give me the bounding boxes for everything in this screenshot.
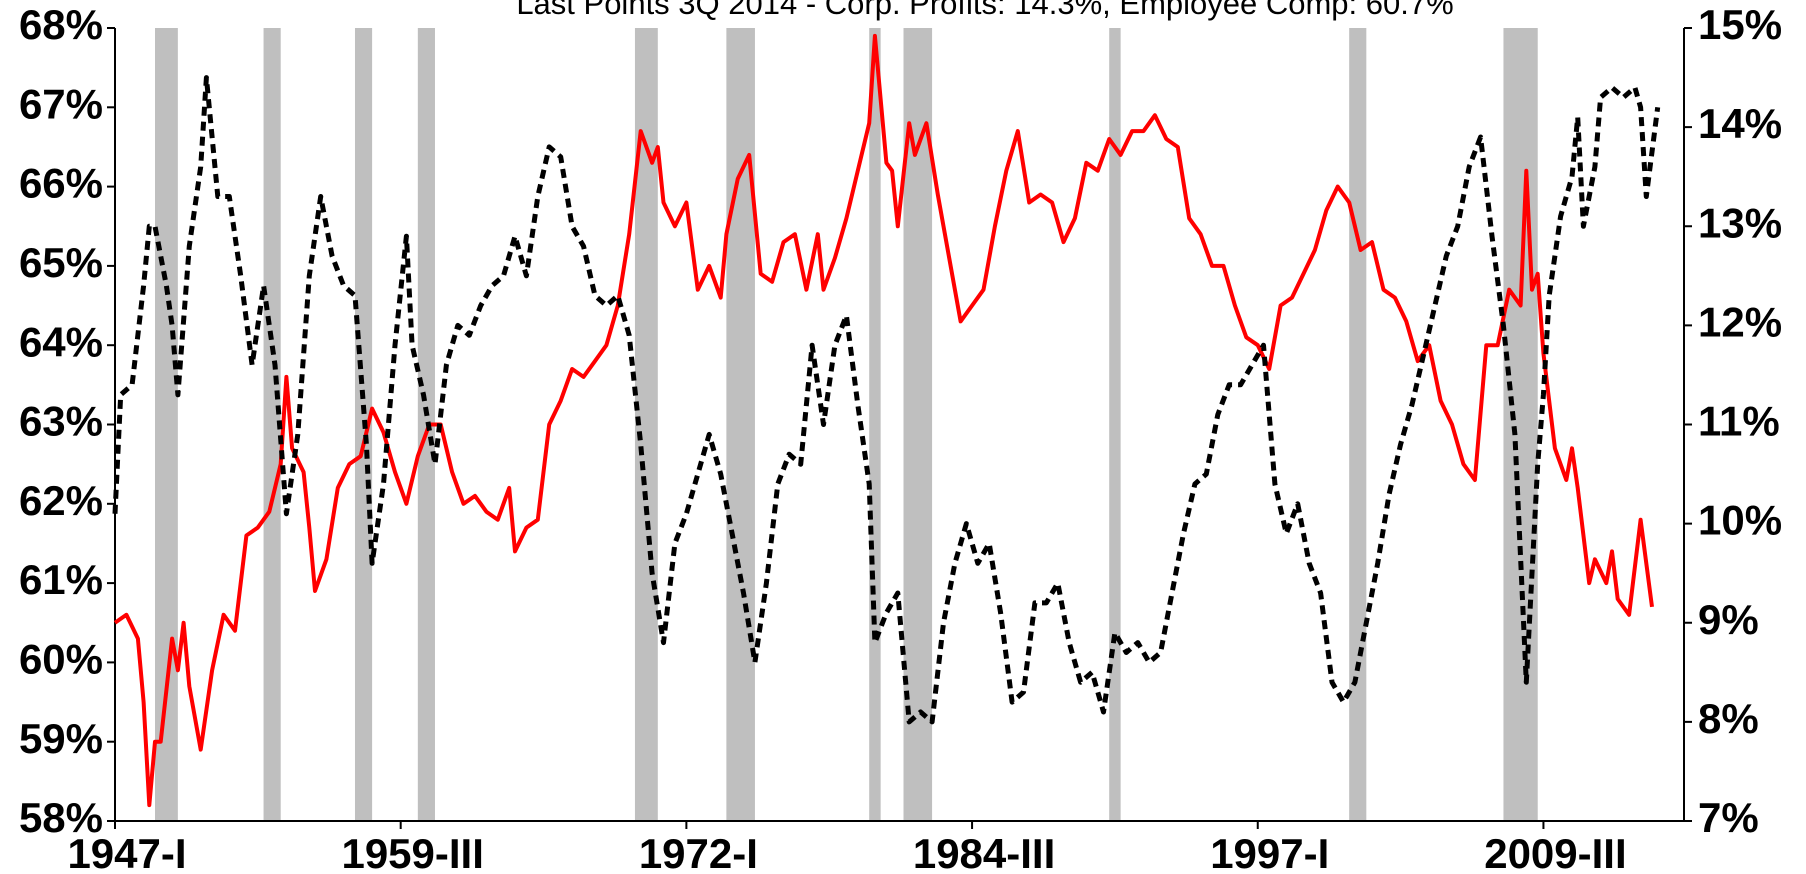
y-tick-label: 67%: [19, 80, 103, 127]
y-tick-label: 63%: [19, 398, 103, 445]
y2-tick-label: 7%: [1698, 794, 1759, 841]
recession-band: [869, 28, 881, 821]
x-tick-label: 1972-I: [639, 830, 758, 874]
recession-band: [903, 28, 933, 821]
y-tick-label: 58%: [19, 794, 103, 841]
y-tick-label: 65%: [19, 239, 103, 286]
y-tick-label: 66%: [19, 160, 103, 207]
y2-tick-label: 15%: [1698, 1, 1782, 48]
recession-band: [1349, 28, 1367, 821]
chart-title: Last Points 3Q 2014 - Corp. Profits: 14.…: [516, 0, 1453, 21]
recession-band: [634, 28, 658, 821]
y2-tick-label: 9%: [1698, 596, 1759, 643]
x-tick-label: 1947-I: [67, 830, 186, 874]
x-tick-label: 1959-III: [341, 830, 483, 874]
y2-tick-label: 13%: [1698, 199, 1782, 246]
y2-tick-label: 10%: [1698, 497, 1782, 544]
y2-tick-label: 14%: [1698, 100, 1782, 147]
y2-tick-label: 12%: [1698, 298, 1782, 345]
series-line: [112, 75, 1661, 725]
recession-band: [263, 28, 281, 821]
y-tick-label: 61%: [19, 556, 103, 603]
x-tick-label: 1997-I: [1210, 830, 1329, 874]
series-line: [113, 33, 1654, 808]
y-tick-label: 68%: [19, 1, 103, 48]
y-tick-label: 62%: [19, 477, 103, 524]
recession-band: [154, 28, 178, 821]
y2-tick-label: 11%: [1698, 398, 1780, 445]
y-tick-label: 64%: [19, 318, 103, 365]
y-tick-label: 59%: [19, 715, 103, 762]
recession-band: [1503, 28, 1538, 821]
y2-tick-label: 8%: [1698, 695, 1759, 742]
recession-band: [1109, 28, 1121, 821]
x-tick-label: 1984-III: [913, 830, 1055, 874]
recession-band: [726, 28, 755, 821]
y-tick-label: 60%: [19, 635, 103, 682]
x-tick-label: 2009-III: [1484, 830, 1626, 874]
